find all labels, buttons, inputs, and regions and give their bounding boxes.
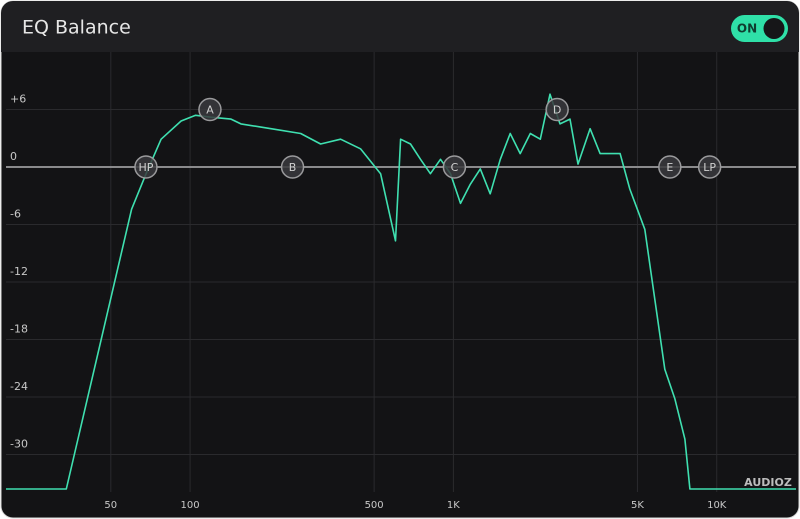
band-label[interactable]: HP (139, 161, 154, 174)
y-tick-label: -24 (10, 380, 28, 393)
band-handle[interactable] (658, 155, 682, 179)
band-node[interactable]: HP (134, 155, 158, 179)
header-title: EQ Balance (22, 17, 131, 39)
band-node[interactable]: A (198, 97, 222, 122)
band-node[interactable]: E (658, 155, 682, 179)
band-node[interactable]: LP (697, 155, 722, 179)
x-tick-label: 10K (707, 500, 727, 511)
band-handle[interactable] (280, 155, 305, 179)
band-label[interactable]: A (206, 104, 214, 117)
toggle-label[interactable]: ON (737, 22, 757, 36)
y-tick-label: +6 (10, 93, 26, 106)
band-handle[interactable] (198, 97, 222, 122)
x-tick-label: 100 (181, 500, 200, 511)
x-tick-label: 5K (631, 500, 644, 511)
band-label[interactable]: C (451, 161, 459, 174)
band-handle[interactable] (442, 155, 467, 179)
band-label[interactable]: B (289, 161, 297, 174)
band-handle[interactable] (134, 155, 158, 179)
band-handle[interactable] (697, 155, 722, 179)
header-bar (1, 1, 799, 52)
y-tick-label: -18 (10, 323, 28, 336)
band-label[interactable]: LP (703, 161, 716, 174)
x-tick-label: 500 (365, 500, 384, 511)
y-tick-label: -12 (10, 265, 28, 278)
band-node[interactable]: C (442, 155, 467, 179)
band-node[interactable]: B (280, 155, 305, 179)
x-tick-label: 50 (104, 500, 117, 511)
band-node[interactable]: D (545, 97, 569, 122)
band-label[interactable]: D (553, 104, 561, 117)
y-tick-label: -6 (10, 208, 21, 221)
watermark: AUDIOZ (744, 476, 792, 489)
band-handle[interactable] (545, 97, 569, 122)
x-tick-label: 1K (447, 500, 460, 511)
toggle-knob[interactable] (763, 18, 785, 39)
y-tick-label: 0 (10, 150, 17, 163)
power-toggle[interactable]: ON (731, 15, 788, 42)
band-label[interactable]: E (666, 161, 673, 174)
response-curve (6, 93, 796, 490)
y-tick-label: -30 (10, 438, 28, 451)
